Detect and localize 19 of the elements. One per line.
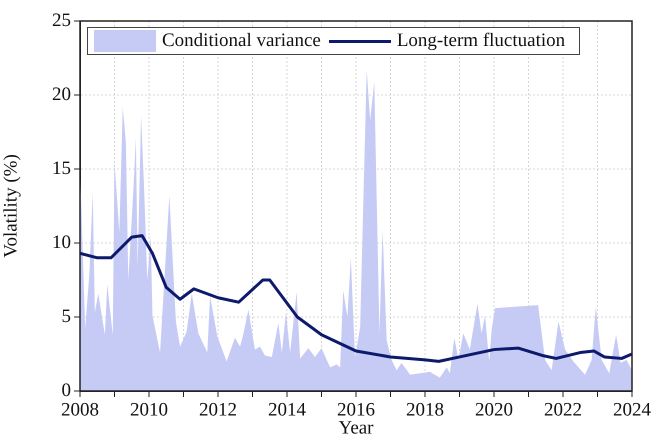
- x-tick-label: 2016: [337, 399, 375, 420]
- x-tick-label: 2012: [199, 399, 237, 420]
- x-axis-title: Year: [338, 418, 374, 439]
- y-tick-label: 15: [52, 158, 71, 179]
- x-tick-label: 2020: [475, 399, 513, 420]
- y-tick-label: 0: [62, 380, 71, 401]
- y-tick-label: 20: [52, 84, 71, 105]
- y-tick-label: 25: [52, 10, 71, 31]
- y-tick-label: 5: [62, 306, 71, 327]
- x-tick-label: 2022: [544, 399, 582, 420]
- legend-label: Long-term fluctuation: [396, 30, 566, 52]
- x-tick-label: 2018: [406, 399, 444, 420]
- x-tick-label: 2014: [268, 399, 306, 420]
- x-tick-label: 2024: [613, 399, 652, 420]
- y-axis-title: Volatility (%): [0, 154, 22, 258]
- x-tick-label: 2008: [61, 399, 99, 420]
- legend-label: Conditional variance: [162, 30, 321, 52]
- y-tick-label: 10: [52, 232, 71, 253]
- x-tick-label: 2010: [130, 399, 168, 420]
